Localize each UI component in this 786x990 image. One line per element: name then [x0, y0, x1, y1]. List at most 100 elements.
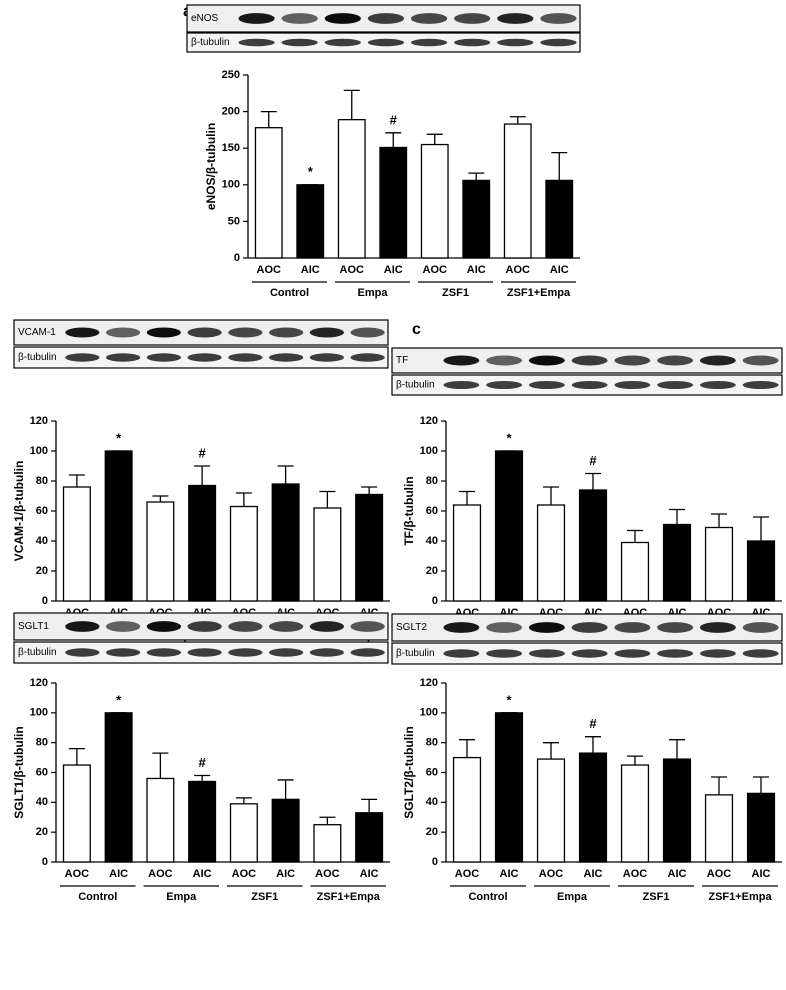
blot-label: eNOS [191, 13, 219, 24]
bar [503, 123, 532, 259]
blot-band [269, 327, 304, 338]
bar [704, 794, 734, 863]
blot-band [486, 381, 523, 389]
blot-band [146, 648, 181, 657]
y-tick-label: 40 [426, 796, 438, 808]
blot-band [324, 38, 361, 47]
blot-label: β-tubulin [18, 647, 57, 658]
y-tick-label: 20 [426, 826, 438, 838]
bar [494, 712, 524, 863]
bar [104, 712, 133, 863]
blot-band [367, 38, 405, 47]
bar [704, 526, 734, 602]
x-tick-label: AOC [315, 868, 340, 880]
blot-band [187, 621, 222, 632]
y-tick-label: 20 [36, 565, 48, 577]
blot-band [238, 38, 275, 47]
blot-band [571, 622, 608, 633]
blot-band [146, 353, 181, 362]
blot-band [528, 381, 565, 389]
blot-label-bg [394, 378, 438, 392]
blot-band [410, 38, 448, 47]
bar [662, 523, 692, 602]
blot-band [699, 622, 736, 633]
blot-band [106, 648, 141, 657]
bar [620, 541, 650, 602]
group-label: ZSF1 [442, 287, 469, 299]
blot-band [146, 327, 181, 338]
bar [420, 143, 449, 259]
y-tick-label: 80 [426, 737, 438, 749]
y-tick-label: 40 [426, 535, 438, 547]
blot-band [614, 355, 651, 366]
group-label: Empa [557, 891, 588, 903]
blot-band [443, 381, 480, 389]
blot-band [497, 13, 534, 24]
bar [254, 127, 283, 259]
y-axis-label: TF/β-tubulin [402, 476, 416, 545]
x-tick-label: AOC [707, 868, 732, 880]
x-tick-label: AOC [148, 868, 173, 880]
blot-label: VCAM-1 [18, 327, 56, 338]
bar [146, 777, 175, 863]
x-tick-label: AIC [276, 868, 295, 880]
y-tick-label: 0 [432, 595, 438, 607]
blot-band [309, 648, 344, 657]
blot-band [742, 649, 779, 658]
blot-band [187, 327, 222, 338]
group-label: Empa [166, 891, 197, 903]
x-tick-label: AOC [340, 264, 365, 276]
y-tick-label: 20 [36, 826, 48, 838]
blot-band [528, 355, 565, 366]
blot-band [269, 648, 304, 657]
blot-label-bg [16, 645, 60, 660]
y-tick-label: 40 [36, 535, 48, 547]
blot-label-bg [16, 323, 60, 342]
y-tick-label: 100 [30, 707, 48, 719]
annotation: # [199, 445, 207, 460]
blot-band [571, 649, 608, 658]
y-axis-label: VCAM-1/β-tubulin [12, 461, 26, 562]
group-label: ZSF1+Empa [708, 891, 772, 903]
blot-band [571, 355, 608, 366]
blot-band [228, 353, 263, 362]
annotation: * [116, 692, 122, 707]
blot-band [350, 621, 385, 632]
blot-band [657, 649, 694, 658]
x-tick-label: AIC [467, 264, 486, 276]
group-label: ZSF1+Empa [507, 287, 571, 299]
annotation: # [199, 755, 207, 770]
y-tick-label: 100 [222, 179, 240, 191]
blot-label-bg [394, 646, 438, 661]
x-tick-label: AIC [500, 868, 519, 880]
bar [545, 179, 574, 259]
bar [536, 758, 566, 863]
bar [620, 764, 650, 863]
blot-label-bg [16, 616, 60, 637]
bar [229, 803, 258, 863]
y-tick-label: 80 [426, 475, 438, 487]
blot-band [657, 355, 694, 366]
blot-band [614, 622, 651, 633]
blot-label-bg [189, 36, 233, 49]
x-tick-label: AOC [506, 264, 531, 276]
x-tick-label: AOC [455, 868, 480, 880]
bar [452, 504, 482, 602]
bar [62, 486, 91, 602]
y-tick-label: 80 [36, 475, 48, 487]
x-tick-label: AOC [423, 264, 448, 276]
blot-band [486, 355, 523, 366]
group-label: Control [270, 287, 309, 299]
y-tick-label: 60 [36, 766, 48, 778]
y-axis-label: eNOS/β-tubulin [204, 123, 218, 210]
x-tick-label: AIC [584, 868, 603, 880]
group-label: ZSF1 [251, 891, 278, 903]
bar [452, 756, 482, 863]
x-tick-label: AIC [109, 868, 128, 880]
blot-band [443, 649, 480, 658]
blot-band [65, 327, 100, 338]
blot-band [269, 621, 304, 632]
y-tick-label: 60 [36, 505, 48, 517]
blot-label: SGLT2 [396, 622, 427, 633]
